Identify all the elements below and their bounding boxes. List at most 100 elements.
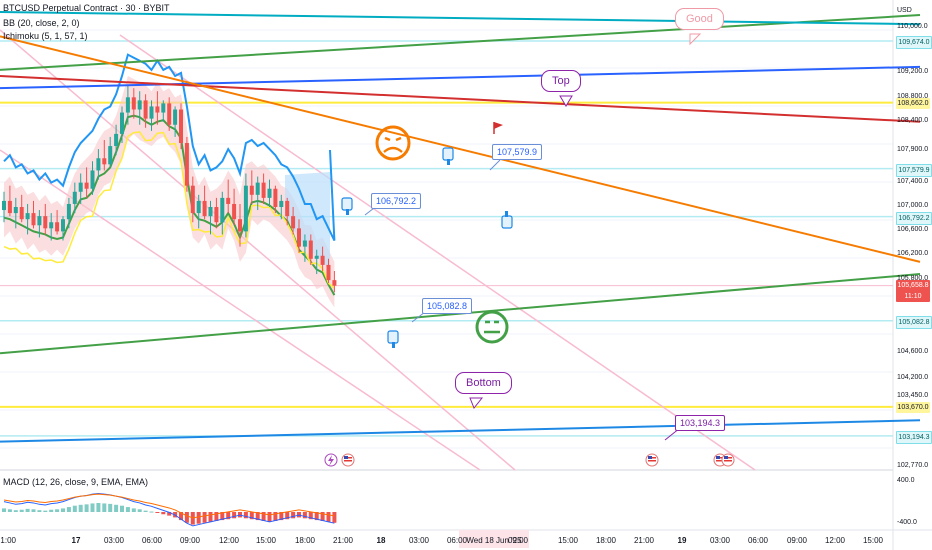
thumb-shape	[387, 330, 399, 344]
macd-histogram-bar	[90, 503, 95, 512]
candle-body	[179, 109, 183, 144]
chart-title: BTCUSD Perpetual Contract · 30 · BYBIT	[3, 3, 170, 13]
time-axis-tick: 06:00	[141, 536, 163, 545]
macd-legend[interactable]: MACD (12, 26, close, 9, EMA, EMA)	[3, 477, 149, 487]
macd-histogram-bar	[125, 507, 130, 512]
bb-legend[interactable]: BB (20, close, 2, 0)	[3, 18, 80, 28]
neutral-face-outline	[475, 310, 509, 344]
candle-body	[297, 228, 301, 247]
price-label-103194[interactable]: 103,194.3	[675, 415, 726, 431]
sad-face-outline	[375, 125, 411, 161]
candle-body	[31, 213, 36, 226]
time-axis-tick: 18	[376, 536, 386, 545]
macd-histogram-bar	[249, 512, 254, 520]
callout-good[interactable]: Good	[675, 8, 724, 30]
thumb-shape	[501, 215, 513, 229]
channel-line-lower	[119, 34, 756, 471]
price-label-106792[interactable]: 106,792.2	[371, 193, 422, 209]
flag-canton	[344, 456, 348, 459]
price-axis-tick: 106,600.0	[897, 226, 929, 233]
conversion-line	[3, 131, 335, 289]
time-axis-tick: 17	[71, 536, 81, 545]
time-axis-tick: 18:00	[595, 536, 617, 545]
candle-body	[96, 158, 101, 171]
macd-histogram-bar	[267, 512, 272, 522]
macd-histogram-bar	[208, 512, 213, 522]
callout-tail	[559, 95, 573, 107]
time-axis-tick: 06:00	[747, 536, 769, 545]
candle-body	[208, 207, 213, 217]
macd-histogram-bar	[184, 512, 189, 523]
candle-body	[173, 109, 178, 125]
candle-body	[267, 188, 272, 198]
candle-body	[332, 280, 337, 286]
macd-histogram-bar	[72, 505, 77, 512]
macd-histogram-bar	[326, 512, 331, 522]
candle-body	[120, 112, 124, 134]
macd-histogram-bar	[220, 512, 225, 521]
macd-histogram-bar	[202, 512, 207, 523]
candle-body	[90, 170, 95, 189]
macd-histogram-bar	[55, 509, 60, 512]
time-axis-tick: 21:00	[633, 536, 655, 545]
macd-histogram-bar	[49, 509, 54, 512]
flag-stripe	[648, 460, 656, 462]
macd-histogram-bar	[143, 510, 148, 512]
bb-upper-band	[3, 53, 336, 241]
macd-histogram-bar	[66, 507, 71, 512]
thumb-tip	[392, 342, 395, 348]
candle-body	[137, 100, 142, 110]
flag-stripe	[344, 460, 352, 462]
price-level-tag: 108,662.0	[896, 97, 930, 109]
macd-histogram-bar	[84, 504, 89, 512]
flag-stripe	[724, 460, 732, 462]
price-label-105082[interactable]: 105,082.8	[422, 298, 473, 314]
candle-body	[2, 200, 6, 211]
time-axis-tick: 15:00	[862, 536, 884, 545]
candle-body	[308, 240, 313, 259]
candle-body	[7, 200, 12, 214]
macd-histogram-bar	[320, 512, 325, 521]
macd-histogram-bar	[285, 512, 290, 520]
macd-histogram-bar	[243, 512, 248, 519]
trendline-orange-falling	[0, 35, 921, 263]
macd-histogram-bar	[137, 509, 142, 512]
us-flag-icon	[645, 453, 659, 467]
candle-body	[155, 106, 160, 113]
candle-body	[220, 197, 225, 223]
ichimoku-legend[interactable]: Ichimoku (5, 1, 57, 1)	[3, 31, 88, 41]
macd-histogram-bar	[214, 512, 219, 521]
time-axis-tick: 12:00	[824, 536, 846, 545]
flag-icon	[493, 122, 503, 134]
candle-body	[161, 103, 166, 113]
callout-tail	[469, 397, 484, 409]
time-highlight	[459, 530, 529, 548]
sad-face-mouth	[383, 146, 403, 153]
macd-histogram-bar	[291, 512, 296, 519]
time-axis-tick: 03:00	[709, 536, 731, 545]
candle-body	[78, 182, 83, 192]
lightning-bolt	[328, 455, 334, 466]
time-axis-tick: 03:00	[103, 536, 125, 545]
price-level-tag: 105,082.8	[896, 315, 932, 329]
price-level-tag: 103,670.0	[896, 401, 930, 413]
macd-histogram-bar	[7, 509, 12, 512]
candle-body	[279, 200, 284, 208]
candle-body	[190, 185, 195, 214]
macd-histogram-bar	[155, 512, 160, 513]
macd-histogram-bar	[149, 511, 154, 513]
macd-axis-tick: -400.0	[897, 519, 917, 526]
price-level-tag: 106,792.2	[896, 211, 932, 225]
candle-body	[43, 216, 48, 229]
price-level-tag: 109,674.0	[896, 36, 932, 49]
macd-axis-tick: 400.0	[897, 477, 915, 484]
lightning-icon	[324, 453, 338, 467]
callout-bottom[interactable]: Bottom	[455, 372, 512, 394]
time-axis-tick: 09:00	[507, 536, 529, 545]
trendline-red-falling	[0, 74, 921, 123]
price-label-107579[interactable]: 107,579.9	[492, 144, 543, 160]
signal-line	[3, 493, 335, 519]
candle-body	[326, 264, 331, 281]
callout-top[interactable]: Top	[541, 70, 581, 92]
